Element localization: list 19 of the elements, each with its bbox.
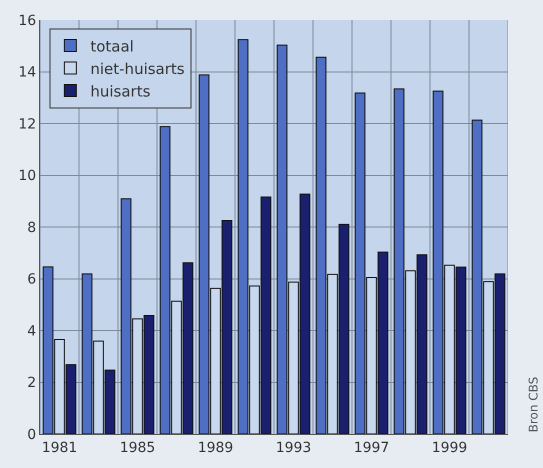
y-tick-label: 4: [27, 323, 36, 340]
x-tick-label: 1981: [42, 440, 78, 456]
legend-label: totaal: [90, 37, 134, 56]
x-tick-label: 1997: [354, 440, 390, 456]
text: Bron CBS: [526, 376, 540, 432]
legend-label: niet-huisarts: [90, 60, 185, 78]
y-tick-label: 14: [18, 64, 36, 81]
y-tick-label: 2: [27, 375, 36, 392]
y-tick-label: 0: [27, 426, 36, 443]
legend-label: huisarts: [90, 82, 151, 100]
y-tick-label: 10: [18, 168, 36, 184]
y-tick-label: 6: [27, 272, 36, 288]
x-tick-label: 1985: [120, 440, 156, 456]
x-tick-label: 1989: [198, 440, 234, 456]
y-tick-label: 8: [27, 220, 36, 236]
x-tick-label: 1999: [432, 440, 468, 456]
y-tick-label: 16: [18, 12, 36, 29]
y-tick-label: 12: [18, 116, 36, 132]
x-tick-label: 1993: [276, 440, 312, 456]
